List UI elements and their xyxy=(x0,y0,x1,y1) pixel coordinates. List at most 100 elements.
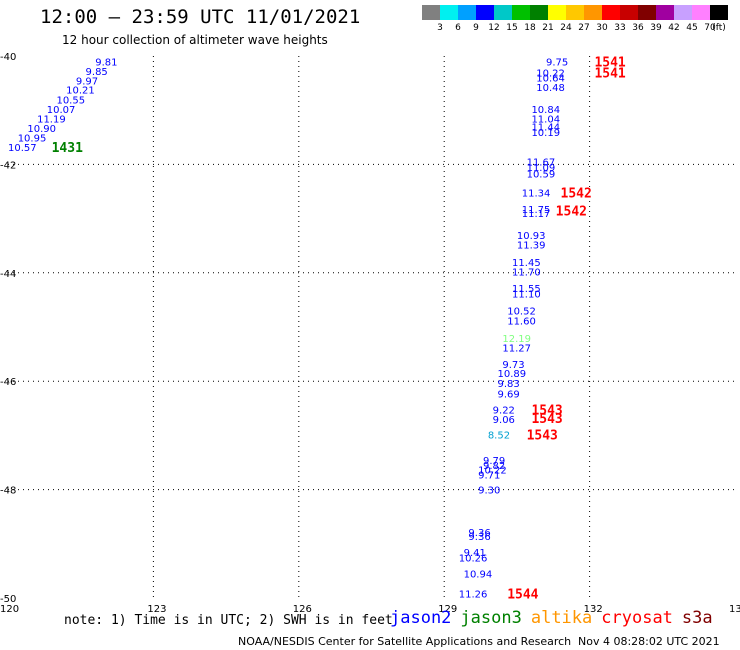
color-swatch xyxy=(458,5,476,20)
wave-height-point: 11.67 xyxy=(527,158,556,169)
color-scale-label: 3 xyxy=(437,23,443,33)
wave-height-point: 9.69 xyxy=(498,390,520,401)
x-tick-label: 129 xyxy=(438,604,457,615)
pass-time-label: 1542 xyxy=(556,204,587,219)
color-scale-label: 24 xyxy=(560,23,572,33)
wave-height-point: 10.21 xyxy=(66,86,95,97)
pass-time-label: 1541 xyxy=(594,55,625,70)
pass-time-label: 1543 xyxy=(531,403,562,418)
wave-height-point: 11.34 xyxy=(522,189,551,200)
wave-height-point: 10.48 xyxy=(536,83,565,94)
color-scale-label: 18 xyxy=(524,23,536,33)
color-swatch xyxy=(692,5,710,20)
color-swatch xyxy=(512,5,530,20)
wave-height-point: 9.36 xyxy=(468,532,490,543)
color-scale-label: 30 xyxy=(596,23,608,33)
wave-height-point: 11.60 xyxy=(507,316,536,327)
color-scale-label: 39 xyxy=(650,23,662,33)
pass-time-label: 1543 xyxy=(527,428,558,443)
wave-height-point: 11.27 xyxy=(502,344,531,355)
wave-height-point: 9.06 xyxy=(493,415,515,426)
credit-text: NOAA/NESDIS Center for Satellite Applica… xyxy=(238,635,572,648)
legend-entry: cryosat xyxy=(601,608,673,628)
wave-height-point: 9.36 xyxy=(468,528,490,539)
color-swatch xyxy=(638,5,656,20)
x-tick-label: 132 xyxy=(584,604,603,615)
color-scale-label: 36 xyxy=(632,23,644,33)
wave-height-point: 11.55 xyxy=(512,284,541,295)
wave-height-point: 10.64 xyxy=(536,74,565,85)
color-swatch xyxy=(476,5,494,20)
wave-height-point: 9.83 xyxy=(498,379,520,390)
wave-height-point: 8.52 xyxy=(488,430,510,441)
wave-height-point: 10.94 xyxy=(464,570,493,581)
x-tick-label: 123 xyxy=(147,604,166,615)
color-swatch xyxy=(584,5,602,20)
color-swatch xyxy=(620,5,638,20)
grid-lines xyxy=(8,56,735,598)
generated-timestamp: Nov 4 08:28:02 UTC 2021 xyxy=(578,635,720,648)
wave-height-point: 9.75 xyxy=(546,57,568,68)
color-swatch xyxy=(530,5,548,20)
wave-height-point: 10.95 xyxy=(18,133,47,144)
color-scale-label: (ft) xyxy=(712,23,726,33)
color-swatch xyxy=(440,5,458,20)
pass-time-label: 1544 xyxy=(507,588,538,603)
color-swatch xyxy=(602,5,620,20)
page-title: 12:00 – 23:59 UTC 11/01/2021 xyxy=(40,6,361,28)
y-tick-label: -44 xyxy=(0,269,16,280)
color-swatch xyxy=(494,5,512,20)
color-swatch xyxy=(710,5,728,20)
wave-height-point: 11.39 xyxy=(517,241,546,252)
wave-height-point: 10.19 xyxy=(531,128,560,139)
color-swatch xyxy=(656,5,674,20)
color-scale-label: 6 xyxy=(455,23,461,33)
wave-height-point: 10.07 xyxy=(47,105,76,116)
wave-height-point: 10.52 xyxy=(507,307,536,318)
y-tick-label: -50 xyxy=(0,594,16,605)
legend-entry: jason2 xyxy=(390,608,452,628)
wave-height-point: 9.85 xyxy=(86,67,108,78)
y-tick-label: -40 xyxy=(0,52,16,63)
wave-height-point: 10.59 xyxy=(527,170,556,181)
wave-height-point: 9.30 xyxy=(478,486,500,497)
wave-height-point: 10.57 xyxy=(8,143,37,154)
y-tick-label: -48 xyxy=(0,486,16,497)
wave-height-point: 9.81 xyxy=(95,57,117,68)
wave-height-point: 9.73 xyxy=(502,360,524,371)
units-note: note: 1) Time is in UTC; 2) SWH is in fe… xyxy=(64,613,393,628)
wave-height-point: 10.22 xyxy=(536,68,565,79)
legend-entry: s3a xyxy=(681,608,713,628)
y-tick-label: -42 xyxy=(0,160,16,171)
wave-height-point: 9.97 xyxy=(76,76,98,87)
page-subtitle: 12 hour collection of altimeter wave hei… xyxy=(62,33,328,47)
color-swatch xyxy=(566,5,584,20)
wave-height-point: 11.44 xyxy=(531,122,560,133)
pass-time-label: 1542 xyxy=(561,187,592,202)
color-scale-label: 12 xyxy=(488,23,500,33)
satellite-legend: jason2 jason3 altika cryosat s3a xyxy=(390,608,722,628)
wave-height-point: 11.17 xyxy=(522,209,551,220)
wave-height-point: 9.79 xyxy=(483,456,505,467)
wave-height-point: 10.26 xyxy=(459,553,488,564)
wave-height-point: 11.26 xyxy=(459,590,488,601)
wave-height-point: 11.75 xyxy=(522,205,551,216)
color-scale-label: 70 xyxy=(704,23,716,33)
color-scale-label: 27 xyxy=(578,23,590,33)
wave-height-points: 9.819.859.9710.2110.5510.0711.1910.9010.… xyxy=(8,57,568,600)
x-tick-label: 126 xyxy=(293,604,312,615)
legend-entry: jason3 xyxy=(460,608,522,628)
wave-height-point: 10.22 xyxy=(478,466,507,477)
color-swatch xyxy=(674,5,692,20)
wave-height-point: 11.70 xyxy=(512,268,541,279)
wave-height-point: 9.82 xyxy=(483,461,505,472)
wave-height-point: 11.19 xyxy=(37,114,66,125)
wave-height-point: 11.04 xyxy=(531,114,560,125)
wave-height-point: 10.93 xyxy=(517,231,546,242)
wave-height-point: 11.09 xyxy=(527,163,556,174)
color-swatch xyxy=(422,5,440,20)
wave-height-point: 11.10 xyxy=(512,289,541,300)
color-scale-label: 45 xyxy=(686,23,698,33)
